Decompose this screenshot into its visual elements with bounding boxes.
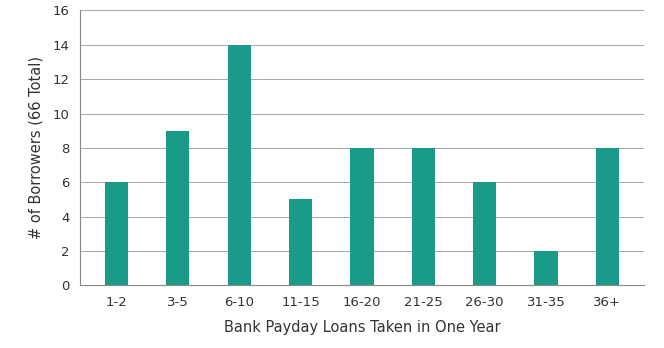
Y-axis label: # of Borrowers (66 Total): # of Borrowers (66 Total) [29, 56, 44, 239]
Bar [596, 148, 619, 285]
Bar [228, 45, 251, 285]
Bar [350, 148, 374, 285]
X-axis label: Bank Payday Loans Taken in One Year: Bank Payday Loans Taken in One Year [224, 320, 500, 335]
Bar [105, 182, 128, 285]
Bar [289, 199, 312, 285]
Bar [535, 251, 558, 285]
Bar [412, 148, 435, 285]
Bar [166, 131, 189, 285]
Bar [473, 182, 496, 285]
